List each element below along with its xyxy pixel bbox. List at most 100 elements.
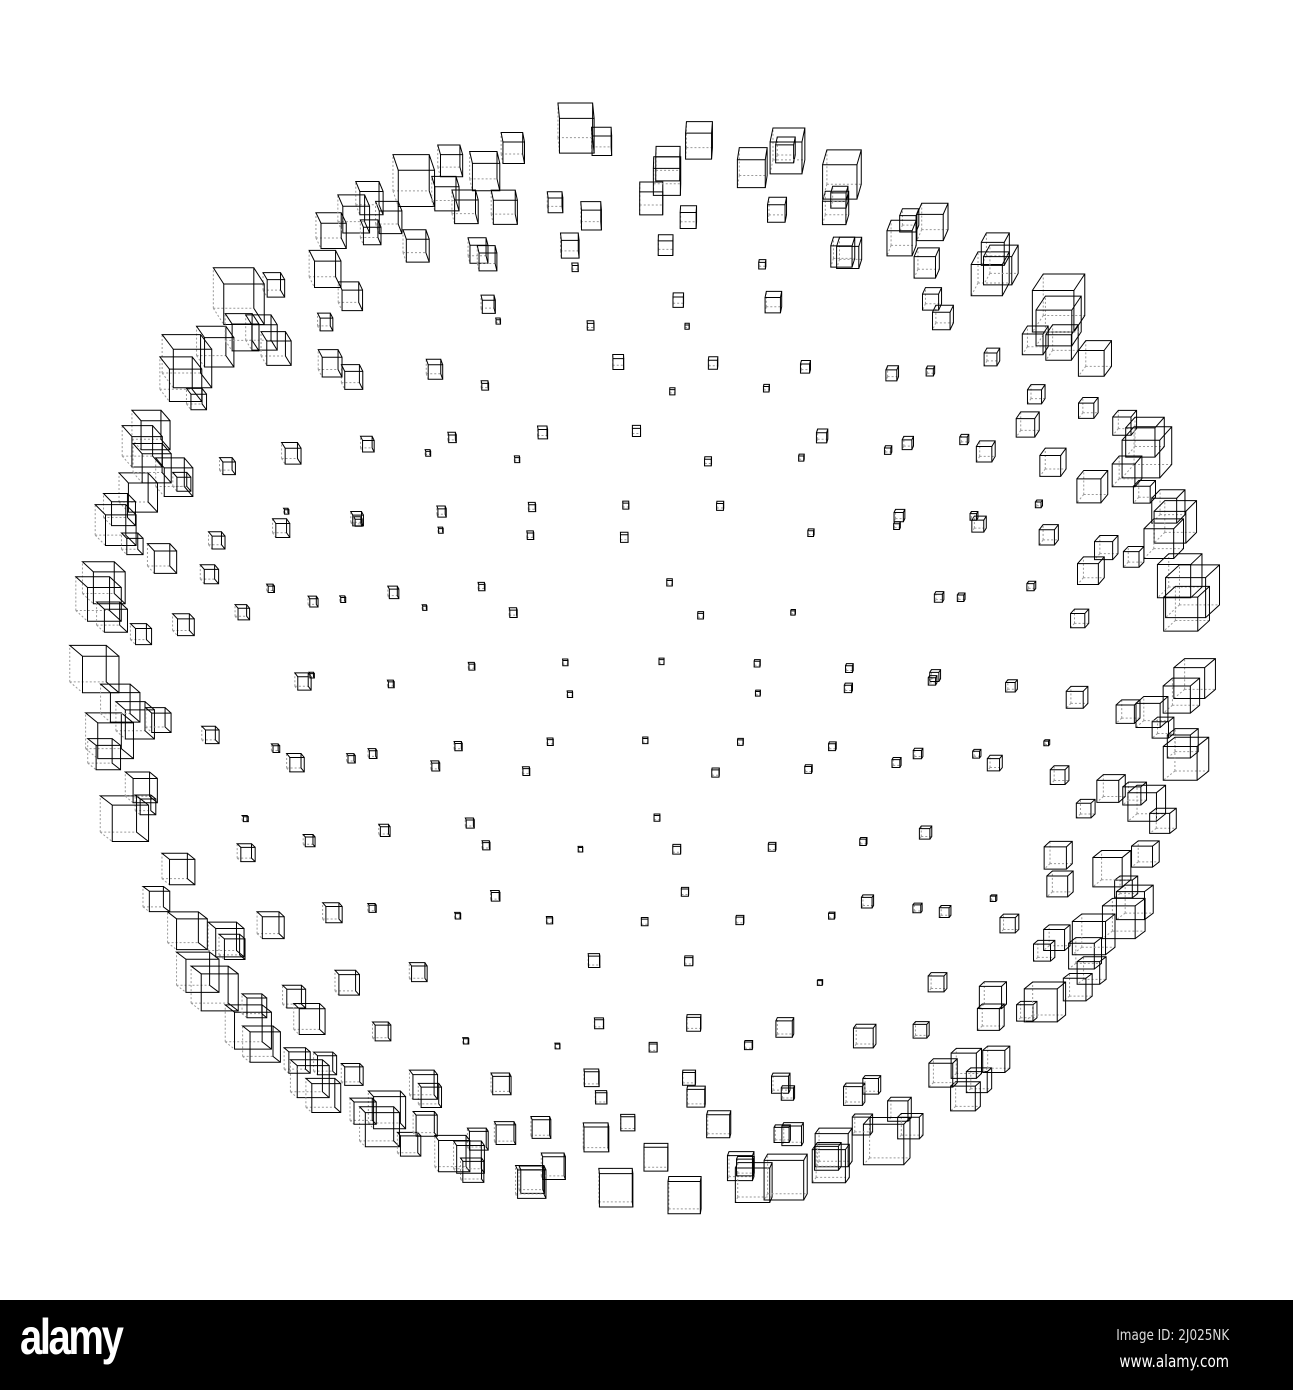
wireframe-cube: [640, 917, 649, 927]
alamy-logo: alamy: [20, 1309, 124, 1365]
wireframe-cube: [489, 890, 501, 902]
wireframe-cube: [1005, 679, 1018, 693]
wireframe-cube: [199, 564, 220, 585]
wireframe-cube: [938, 905, 952, 919]
wireframe-cube: [704, 456, 713, 467]
wireframe-cube: [1151, 489, 1186, 524]
wireframe-cube: [1162, 736, 1210, 781]
wireframe-cube: [1135, 695, 1169, 729]
wireframe-cube: [217, 933, 246, 960]
wireframe-cube: [270, 743, 281, 753]
wireframe-cube: [1077, 556, 1105, 586]
wireframe-cube: [1122, 781, 1148, 806]
wireframe-cube: [337, 194, 371, 234]
wireframe-cube: [697, 611, 705, 620]
wireframe-cube: [121, 425, 163, 468]
wireframe-cube: [81, 561, 126, 605]
wireframe-cube: [716, 500, 725, 511]
wireframe-cube: [367, 1090, 407, 1130]
wireframe-cube: [737, 737, 744, 746]
wireframe-cube: [292, 1002, 326, 1036]
wireframe-cube: [594, 1090, 608, 1105]
wireframe-cube: [790, 608, 796, 616]
website-link[interactable]: www.alamy.com: [1119, 1352, 1229, 1372]
wireframe-cube: [459, 1157, 485, 1183]
wireframe-cube: [1026, 384, 1046, 405]
wireframe-cube: [933, 591, 945, 603]
wireframe-cube: [799, 360, 811, 374]
wireframe-cube: [1033, 939, 1056, 962]
wireframe-cube: [669, 387, 676, 396]
wireframe-cube: [481, 840, 491, 851]
wireframe-cube: [814, 1141, 842, 1171]
wireframe-cube: [68, 644, 120, 694]
wireframe-cube: [928, 1058, 958, 1088]
wireframe-cube: [986, 754, 1003, 772]
wireframe-cube: [807, 528, 815, 537]
wireframe-cube: [1094, 535, 1119, 561]
wireframe-cube: [495, 317, 502, 325]
wireframe-cube: [598, 1167, 634, 1208]
wireframe-cube: [775, 1017, 795, 1038]
wireframe-cube: [657, 234, 674, 256]
wireframe-cube: [453, 911, 462, 920]
wireframe-cube: [652, 156, 682, 196]
wireframe-cube: [1096, 774, 1126, 803]
wireframe-cube: [359, 435, 375, 453]
wireframe-cube: [161, 334, 213, 389]
wireframe-cube: [289, 1059, 330, 1099]
wireframe-cube: [235, 843, 256, 863]
wireframe-cube: [469, 151, 501, 192]
wireframe-cube: [315, 212, 347, 250]
wireframe-cube: [317, 349, 343, 378]
wireframe-cube: [916, 202, 949, 242]
wireframe-cube: [514, 1165, 547, 1199]
wireframe-cube: [1132, 479, 1157, 504]
wireframe-cube: [271, 518, 291, 538]
wireframe-cube: [959, 433, 970, 446]
wireframe-cube: [769, 127, 806, 175]
wireframe-cube: [912, 747, 924, 760]
wireframe-cube: [1114, 875, 1139, 899]
wireframe-cube: [828, 741, 837, 752]
wireframe-cube: [593, 1017, 605, 1030]
wireframe-cube: [359, 219, 382, 246]
wireframe-cube: [983, 347, 1001, 367]
wireframe-cube: [1045, 324, 1079, 361]
wireframe-cube: [622, 500, 630, 510]
wireframe-cube: [1153, 500, 1198, 544]
wireframe-cube: [521, 766, 531, 776]
wireframe-cube: [1070, 608, 1090, 629]
wireframe-cube: [1162, 677, 1201, 714]
wireframe-cube: [130, 409, 171, 451]
wireframe-cube: [845, 663, 854, 674]
wireframe-cube: [490, 1072, 512, 1096]
wireframe-cube: [754, 689, 761, 697]
wireframe-cube: [500, 131, 526, 165]
wireframe-cube: [830, 236, 856, 268]
wireframe-cube: [680, 886, 690, 897]
wireframe-cube: [830, 185, 849, 209]
wireframe-cube: [764, 290, 783, 314]
wireframe-cube: [392, 154, 436, 208]
wireframe-cube: [972, 748, 982, 759]
wireframe-cube: [402, 229, 430, 263]
wireframe-cube: [262, 272, 286, 298]
wireframe-cube: [308, 671, 315, 679]
wireframe-cube: [566, 690, 574, 699]
wireframe-cube: [1034, 499, 1044, 509]
wireframe-cube: [175, 951, 220, 993]
wireframe-cube: [989, 894, 998, 902]
wireframe-cube: [1016, 1000, 1038, 1022]
wireframe-cube: [348, 1097, 377, 1125]
wireframe-cube: [304, 1077, 342, 1114]
wireframe-cube: [466, 1127, 489, 1151]
wireframe-cube: [546, 737, 554, 747]
wireframe-cube: [1166, 728, 1199, 759]
wireframe-cube: [775, 136, 796, 164]
wireframe-cube: [282, 507, 290, 515]
wireframe-cube: [1127, 784, 1167, 822]
wireframe-cube: [447, 431, 457, 444]
wireframe-cube: [98, 795, 150, 842]
